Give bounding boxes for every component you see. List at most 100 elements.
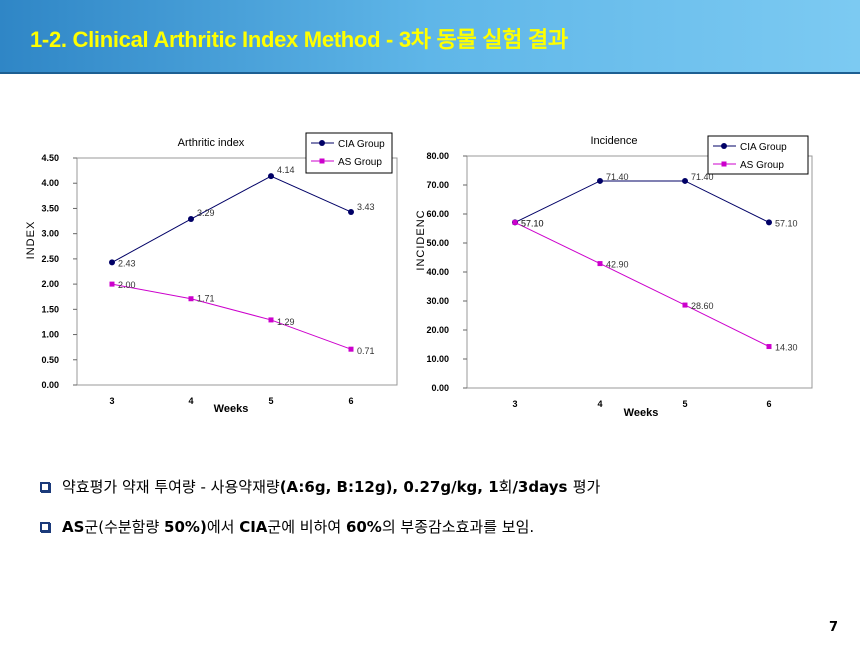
legend-marker xyxy=(721,161,727,167)
data-label: 2.00 xyxy=(118,280,136,290)
checkbox-bullet-icon xyxy=(40,481,50,492)
x-axis-label: Weeks xyxy=(624,407,659,419)
data-label: 42.90 xyxy=(606,260,629,270)
plot-area xyxy=(466,155,813,389)
page-number: 7 xyxy=(828,620,838,635)
x-axis-label: Weeks xyxy=(214,403,249,415)
legend-marker xyxy=(319,158,325,164)
data-label: 71.40 xyxy=(606,172,629,182)
bullet-part: 평가 xyxy=(572,478,601,496)
data-point-cia xyxy=(188,216,194,223)
data-label: 3.43 xyxy=(357,202,375,212)
data-label: 71.40 xyxy=(691,172,714,182)
data-point-cia xyxy=(597,177,603,184)
y-tick-label: 4.00 xyxy=(41,178,59,188)
y-tick-label: 2.00 xyxy=(41,279,59,289)
y-tick-label: 0.00 xyxy=(431,383,449,393)
y-tick-label: 30.00 xyxy=(426,296,449,306)
series-line-as xyxy=(514,221,770,347)
data-label: 1.71 xyxy=(197,294,215,304)
plot-area xyxy=(76,157,398,386)
series-line-cia xyxy=(111,175,352,263)
legend-label: AS Group xyxy=(338,157,382,168)
legend-marker xyxy=(319,140,325,146)
bullet-part: 의 부종감소효과를 보임. xyxy=(381,518,535,536)
data-label: 57.10 xyxy=(521,218,544,228)
y-tick-label: 40.00 xyxy=(426,267,449,277)
y-tick-label: 4.50 xyxy=(41,153,59,163)
data-point-cia xyxy=(766,219,772,226)
data-label: 2.43 xyxy=(118,258,136,268)
y-tick-label: 0.00 xyxy=(41,380,59,390)
x-tick-label: 3 xyxy=(512,399,517,409)
bullet-part: /3days xyxy=(512,478,573,496)
bullet-part: 60% xyxy=(345,518,382,536)
legend-box xyxy=(707,135,809,175)
y-tick-label: 1.50 xyxy=(41,304,59,314)
x-tick-label: 4 xyxy=(188,396,193,406)
checkbox-bullet-icon xyxy=(40,521,50,532)
data-point-cia xyxy=(682,177,688,184)
y-tick-label: 3.50 xyxy=(41,203,59,213)
legend-label: CIA Group xyxy=(740,142,787,153)
data-label: 57.10 xyxy=(521,218,544,228)
y-axis-label: INDEX xyxy=(25,221,37,260)
data-point-as xyxy=(348,346,354,352)
bullet-part: 군에 비하여 xyxy=(267,518,346,536)
bullet-item-dosage: 약효평가 약재 투여량 - 사용약재량(A:6g, B:12g), 0.27g/… xyxy=(40,476,600,497)
data-point-cia xyxy=(268,173,274,180)
y-tick-label: 20.00 xyxy=(426,325,449,335)
y-tick-label: 3.00 xyxy=(41,229,59,239)
bullet-part: 약효평가 약재 투여량 - 사용약재량 xyxy=(62,478,280,496)
y-axis-label: INCIDENC xyxy=(415,209,427,270)
bullet-part: CIA xyxy=(239,518,268,536)
data-label: 1.29 xyxy=(277,317,295,327)
series-line-cia xyxy=(514,180,770,223)
data-label: 57.10 xyxy=(775,218,798,228)
legend-label: CIA Group xyxy=(338,139,385,150)
data-point-as xyxy=(188,296,194,302)
bullet-text: AS군(수분함량 50%)에서 CIA군에 비하여 60%의 부종감소효과를 보… xyxy=(62,516,534,537)
data-point-as xyxy=(268,317,274,323)
x-tick-label: 5 xyxy=(268,396,273,406)
data-label: 28.60 xyxy=(691,301,714,311)
x-tick-label: 6 xyxy=(348,396,353,406)
bullet-part: AS xyxy=(62,518,85,536)
data-point-cia xyxy=(109,259,115,266)
y-tick-label: 70.00 xyxy=(426,180,449,190)
bullet-part: 50%) xyxy=(164,518,207,536)
incidence-chart: 0.00 10.00 20.00 30.00 40.00 50.00 60.00 70.00 8… xyxy=(415,135,813,419)
bullet-part: 에서 xyxy=(206,518,240,536)
y-tick-label: 80.00 xyxy=(426,151,449,161)
x-tick-label: 5 xyxy=(682,399,687,409)
data-label: 4.14 xyxy=(277,165,295,175)
data-label: 14.30 xyxy=(775,343,798,353)
chart-title: Incidence xyxy=(590,135,637,147)
bullet-part: 군(수분함량 xyxy=(84,518,165,536)
data-point-as xyxy=(766,344,772,350)
y-tick-label: 60.00 xyxy=(426,209,449,219)
bullet-part: 회 xyxy=(498,478,513,496)
x-tick-label: 4 xyxy=(597,399,602,409)
legend-marker xyxy=(721,143,727,149)
y-tick-label: 50.00 xyxy=(426,238,449,248)
page-title: 1-2. Clinical Arthritic Index Method - 3… xyxy=(30,27,568,52)
y-tick-label: 0.50 xyxy=(41,355,59,365)
bullet-text: 약효평가 약재 투여량 - 사용약재량(A:6g, B:12g), 0.27g/… xyxy=(62,476,600,497)
data-point-as xyxy=(597,261,603,267)
data-label: 3.29 xyxy=(197,208,215,218)
bullet-part: (A:6g, B:12g), 0.27g/kg, 1 xyxy=(279,478,499,496)
bullet-item-result: AS군(수분함량 50%)에서 CIA군에 비하여 60%의 부종감소효과를 보… xyxy=(40,516,534,537)
legend-box xyxy=(305,132,393,174)
series-line-as xyxy=(111,283,352,350)
data-label: 0.71 xyxy=(357,346,375,356)
data-point-as xyxy=(109,281,115,287)
data-point-cia xyxy=(348,208,354,215)
data-point-as xyxy=(682,302,688,308)
chart-title: Arthritic index xyxy=(178,137,245,149)
y-tick-label: 2.50 xyxy=(41,254,59,264)
x-tick-label: 6 xyxy=(766,399,771,409)
legend-label: AS Group xyxy=(740,160,784,171)
data-point-as xyxy=(512,219,518,225)
y-tick-label: 10.00 xyxy=(426,354,449,364)
